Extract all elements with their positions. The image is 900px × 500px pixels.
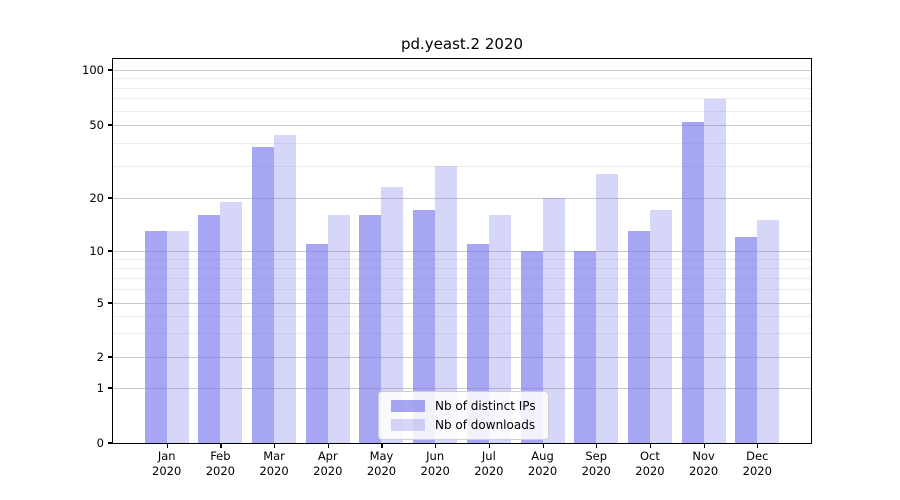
bar-downloads-jul — [488, 215, 511, 443]
y-tick-label: 2 — [96, 350, 104, 364]
gridline-major — [113, 198, 811, 199]
x-tick — [220, 443, 222, 448]
y-tick — [108, 124, 113, 126]
gridline-minor — [113, 78, 811, 79]
x-tick-label: Mar 2020 — [259, 449, 289, 478]
gridline-major — [113, 125, 811, 126]
y-tick — [108, 302, 113, 304]
bar-distinct-ips-feb — [198, 215, 221, 443]
x-tick — [488, 443, 491, 448]
gridline-minor — [113, 333, 811, 334]
gridline-minor — [113, 289, 811, 290]
gridline-minor — [113, 316, 811, 317]
legend: Nb of distinct IPs Nb of downloads — [378, 391, 549, 440]
x-tick-label: Sep 2020 — [581, 449, 611, 478]
bar-downloads-jun — [435, 165, 458, 443]
legend-swatch-distinct-ips — [391, 400, 425, 412]
x-tick — [649, 443, 652, 448]
y-tick — [108, 387, 113, 389]
legend-label: Nb of distinct IPs — [435, 399, 536, 413]
bar-downloads-feb — [220, 201, 243, 443]
bar-distinct-ips-sep — [574, 251, 597, 443]
gridline-major — [113, 357, 811, 358]
y-tick-label: 0 — [96, 436, 104, 450]
x-tick-label: Aug 2020 — [527, 449, 558, 478]
bar-downloads-aug — [542, 198, 565, 443]
x-tick-label: Dec 2020 — [742, 449, 772, 478]
gridline-minor — [113, 143, 811, 144]
bar-downloads-may — [381, 186, 404, 443]
x-tick — [381, 443, 383, 448]
x-tick-label: May 2020 — [366, 449, 397, 478]
x-tick — [166, 443, 168, 448]
gridline-major — [113, 388, 811, 389]
y-tick-label: 20 — [89, 191, 104, 205]
x-tick-label: Apr 2020 — [313, 449, 343, 478]
bar-downloads-mar — [274, 135, 297, 443]
gridline-minor — [113, 88, 811, 89]
y-tick — [108, 250, 113, 252]
bar-distinct-ips-nov — [681, 121, 704, 443]
x-tick-label: Nov 2020 — [688, 449, 719, 478]
legend-label: Nb of downloads — [435, 418, 536, 432]
bar-downloads-apr — [327, 215, 350, 443]
x-tick-label: Feb 2020 — [205, 449, 236, 478]
x-tick-label: Oct 2020 — [635, 449, 665, 478]
y-tick — [108, 442, 113, 444]
gridline-major — [113, 70, 811, 71]
y-tick-label: 1 — [96, 381, 104, 395]
bar-distinct-ips-jan — [144, 230, 167, 443]
gridline-major — [113, 303, 811, 304]
x-tick-label: Jan 2020 — [152, 449, 182, 478]
legend-item-distinct-ips: Nb of distinct IPs — [391, 399, 536, 413]
gridline-minor — [113, 166, 811, 167]
bar-downloads-dec — [757, 219, 780, 443]
bar-distinct-ips-apr — [305, 243, 328, 443]
x-tick — [757, 443, 759, 448]
bar-distinct-ips-dec — [735, 237, 758, 443]
y-tick — [108, 356, 113, 358]
x-tick — [596, 443, 598, 448]
x-tick — [703, 443, 705, 448]
bar-downloads-oct — [649, 210, 672, 443]
y-tick — [108, 197, 113, 199]
gridline-minor — [113, 259, 811, 260]
chart-title: pd.yeast.2 2020 — [400, 35, 524, 53]
x-tick — [435, 443, 437, 448]
bar-downloads-sep — [596, 174, 619, 443]
gridline-minor — [113, 98, 811, 99]
x-tick — [327, 443, 329, 448]
x-tick — [542, 443, 544, 448]
bar-distinct-ips-oct — [627, 230, 650, 443]
y-tick-label: 5 — [96, 296, 104, 310]
bar-downloads-nov — [703, 99, 726, 443]
gridline-minor — [113, 111, 811, 112]
gridline-minor — [113, 268, 811, 269]
x-tick-label: Jul 2020 — [474, 449, 504, 478]
gridline-major — [113, 251, 811, 252]
y-tick — [108, 69, 113, 71]
x-tick-label: Jun 2020 — [420, 449, 450, 478]
y-tick-label: 50 — [89, 118, 104, 132]
gridline-minor — [113, 278, 811, 279]
bar-distinct-ips-mar — [252, 146, 275, 443]
bar-downloads-jan — [166, 230, 189, 443]
legend-swatch-downloads — [391, 419, 425, 431]
x-tick — [274, 443, 276, 448]
legend-item-downloads: Nb of downloads — [391, 418, 536, 432]
y-tick-label: 100 — [82, 63, 104, 77]
y-tick-label: 10 — [89, 244, 104, 258]
bar-distinct-ips-may — [359, 215, 382, 443]
bar-distinct-ips-jun — [413, 210, 436, 443]
